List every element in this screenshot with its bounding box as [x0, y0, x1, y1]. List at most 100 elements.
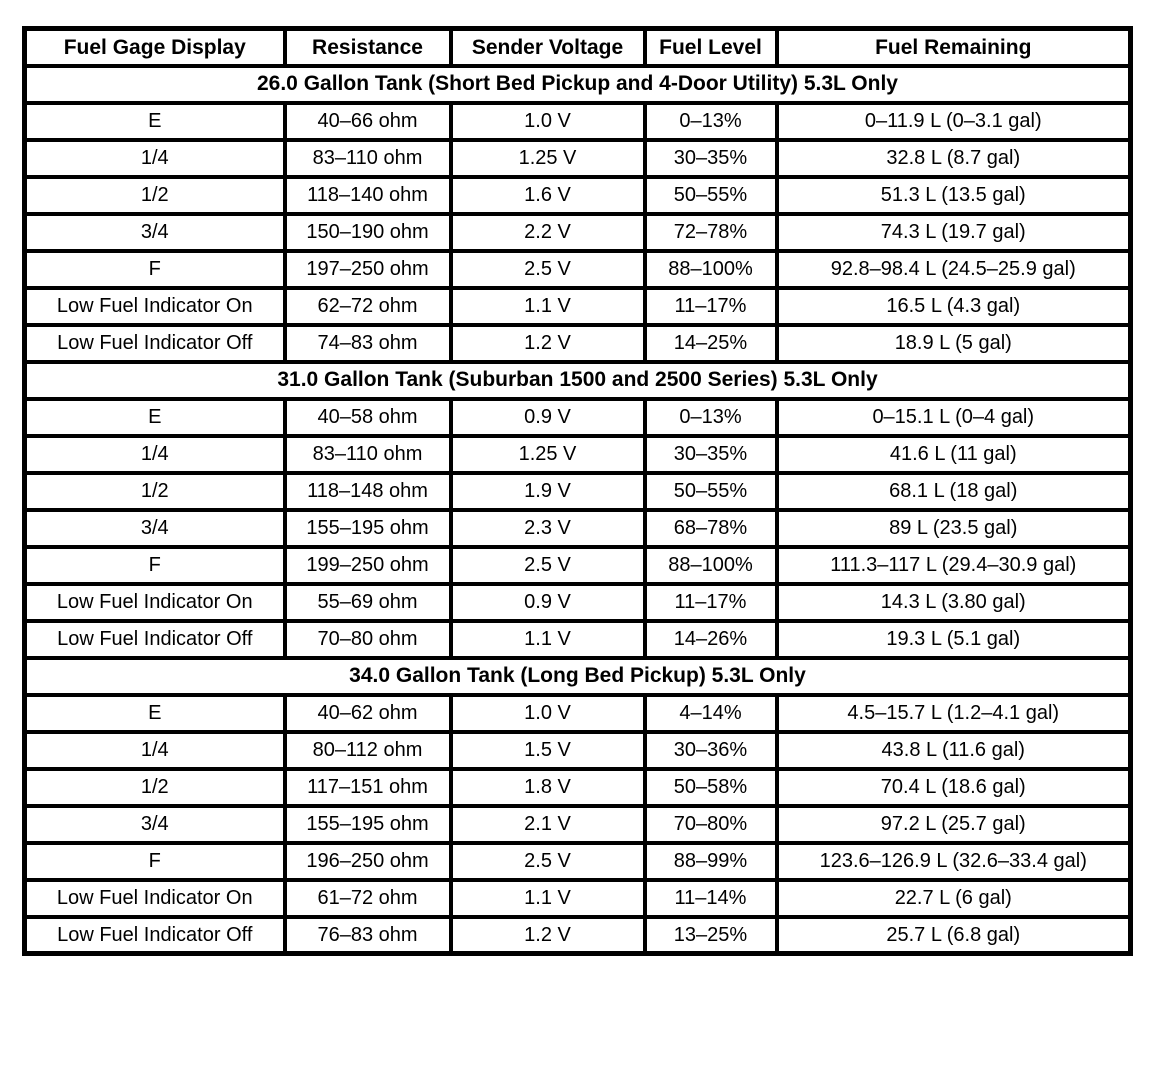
col-header-sender-voltage: Sender Voltage	[448, 26, 647, 68]
table-row: E 40–58 ohm 0.9 V 0–13% 0–15.1 L (0–4 gal)	[22, 396, 1133, 438]
cell-fuel-level: 72–78%	[642, 211, 779, 253]
cell-fuel-level: 0–13%	[642, 100, 779, 142]
section-header-row: 31.0 Gallon Tank (Suburban 1500 and 2500…	[22, 359, 1133, 401]
col-header-resistance: Resistance	[282, 26, 453, 68]
cell-fuel-remaining: 123.6–126.9 L (32.6–33.4 gal)	[774, 840, 1133, 882]
cell-fuel-gage-display: F	[22, 248, 287, 290]
cell-fuel-gage-display: E	[22, 692, 287, 734]
col-header-fuel-gage-display: Fuel Gage Display	[22, 26, 287, 68]
cell-sender-voltage: 2.3 V	[448, 507, 647, 549]
table-row: Low Fuel Indicator On 61–72 ohm 1.1 V 11–14…	[22, 877, 1133, 919]
fuel-gage-table: Fuel Gage Display Resistance Sender Volt…	[22, 26, 1133, 956]
cell-fuel-gage-display: F	[22, 840, 287, 882]
table-row: 1/2 118–140 ohm 1.6 V 50–55% 51.3 L (13.5 ga…	[22, 174, 1133, 216]
table-row: 1/4 83–110 ohm 1.25 V 30–35% 32.8 L (8.7 gal…	[22, 137, 1133, 179]
cell-fuel-remaining: 43.8 L (11.6 gal)	[774, 729, 1133, 771]
cell-fuel-level: 88–99%	[642, 840, 779, 882]
cell-sender-voltage: 1.2 V	[448, 914, 647, 956]
cell-fuel-remaining: 97.2 L (25.7 gal)	[774, 803, 1133, 845]
cell-sender-voltage: 1.0 V	[448, 100, 647, 142]
cell-fuel-gage-display: 1/2	[22, 174, 287, 216]
section-title: 26.0 Gallon Tank (Short Bed Pickup and 4…	[22, 63, 1133, 105]
cell-fuel-gage-display: 1/2	[22, 470, 287, 512]
cell-resistance: 118–148 ohm	[282, 470, 453, 512]
table-row: E 40–66 ohm 1.0 V 0–13% 0–11.9 L (0–3.1 gal)	[22, 100, 1133, 142]
cell-fuel-gage-display: Low Fuel Indicator Off	[22, 914, 287, 956]
cell-fuel-level: 50–55%	[642, 470, 779, 512]
section-header-row: 34.0 Gallon Tank (Long Bed Pickup) 5.3L …	[22, 655, 1133, 697]
cell-fuel-remaining: 14.3 L (3.80 gal)	[774, 581, 1133, 623]
table-row: Low Fuel Indicator On 55–69 ohm 0.9 V 11–17…	[22, 581, 1133, 623]
column-header-row: Fuel Gage Display Resistance Sender Volt…	[22, 26, 1133, 68]
cell-sender-voltage: 2.5 V	[448, 840, 647, 882]
cell-fuel-gage-display: E	[22, 396, 287, 438]
cell-fuel-remaining: 16.5 L (4.3 gal)	[774, 285, 1133, 327]
table-row: Low Fuel Indicator On 62–72 ohm 1.1 V 11–17…	[22, 285, 1133, 327]
cell-fuel-remaining: 32.8 L (8.7 gal)	[774, 137, 1133, 179]
cell-resistance: 61–72 ohm	[282, 877, 453, 919]
cell-fuel-gage-display: 3/4	[22, 211, 287, 253]
cell-fuel-gage-display: Low Fuel Indicator On	[22, 877, 287, 919]
cell-fuel-level: 68–78%	[642, 507, 779, 549]
cell-sender-voltage: 0.9 V	[448, 396, 647, 438]
cell-fuel-remaining: 111.3–117 L (29.4–30.9 gal)	[774, 544, 1133, 586]
cell-fuel-level: 13–25%	[642, 914, 779, 956]
cell-sender-voltage: 1.1 V	[448, 285, 647, 327]
cell-sender-voltage: 2.2 V	[448, 211, 647, 253]
cell-sender-voltage: 1.5 V	[448, 729, 647, 771]
cell-sender-voltage: 1.2 V	[448, 322, 647, 364]
cell-fuel-level: 11–14%	[642, 877, 779, 919]
cell-fuel-remaining: 22.7 L (6 gal)	[774, 877, 1133, 919]
cell-fuel-gage-display: 3/4	[22, 507, 287, 549]
cell-fuel-gage-display: 3/4	[22, 803, 287, 845]
table-row: F 196–250 ohm 2.5 V 88–99% 123.6–126.9 L (32…	[22, 840, 1133, 882]
cell-resistance: 40–62 ohm	[282, 692, 453, 734]
table-row: F 197–250 ohm 2.5 V 88–100% 92.8–98.4 L (24.…	[22, 248, 1133, 290]
cell-fuel-level: 0–13%	[642, 396, 779, 438]
cell-fuel-level: 14–26%	[642, 618, 779, 660]
cell-sender-voltage: 1.0 V	[448, 692, 647, 734]
table-row: F 199–250 ohm 2.5 V 88–100% 111.3–117 L (29.…	[22, 544, 1133, 586]
cell-sender-voltage: 0.9 V	[448, 581, 647, 623]
cell-fuel-level: 11–17%	[642, 285, 779, 327]
cell-fuel-gage-display: 1/4	[22, 137, 287, 179]
cell-fuel-gage-display: Low Fuel Indicator Off	[22, 322, 287, 364]
cell-fuel-remaining: 4.5–15.7 L (1.2–4.1 gal)	[774, 692, 1133, 734]
cell-resistance: 76–83 ohm	[282, 914, 453, 956]
cell-fuel-level: 88–100%	[642, 544, 779, 586]
table-row: 1/4 80–112 ohm 1.5 V 30–36% 43.8 L (11.6 gal…	[22, 729, 1133, 771]
cell-resistance: 83–110 ohm	[282, 137, 453, 179]
section-title: 34.0 Gallon Tank (Long Bed Pickup) 5.3L …	[22, 655, 1133, 697]
cell-fuel-remaining: 70.4 L (18.6 gal)	[774, 766, 1133, 808]
cell-sender-voltage: 2.5 V	[448, 544, 647, 586]
cell-fuel-level: 30–36%	[642, 729, 779, 771]
cell-sender-voltage: 2.5 V	[448, 248, 647, 290]
cell-fuel-level: 70–80%	[642, 803, 779, 845]
col-header-fuel-remaining: Fuel Remaining	[774, 26, 1133, 68]
table-row: 3/4 155–195 ohm 2.3 V 68–78% 89 L (23.5 gal)	[22, 507, 1133, 549]
cell-resistance: 40–58 ohm	[282, 396, 453, 438]
cell-fuel-level: 4–14%	[642, 692, 779, 734]
cell-fuel-remaining: 68.1 L (18 gal)	[774, 470, 1133, 512]
cell-fuel-level: 88–100%	[642, 248, 779, 290]
cell-fuel-remaining: 92.8–98.4 L (24.5–25.9 gal)	[774, 248, 1133, 290]
cell-fuel-remaining: 51.3 L (13.5 gal)	[774, 174, 1133, 216]
cell-resistance: 80–112 ohm	[282, 729, 453, 771]
cell-sender-voltage: 1.8 V	[448, 766, 647, 808]
table-row: Low Fuel Indicator Off 74–83 ohm 1.2 V 14–2…	[22, 322, 1133, 364]
cell-fuel-gage-display: 1/4	[22, 433, 287, 475]
cell-fuel-gage-display: Low Fuel Indicator Off	[22, 618, 287, 660]
cell-sender-voltage: 1.1 V	[448, 618, 647, 660]
cell-fuel-gage-display: E	[22, 100, 287, 142]
table-row: 3/4 155–195 ohm 2.1 V 70–80% 97.2 L (25.7 ga…	[22, 803, 1133, 845]
cell-fuel-gage-display: 1/4	[22, 729, 287, 771]
cell-resistance: 197–250 ohm	[282, 248, 453, 290]
cell-resistance: 74–83 ohm	[282, 322, 453, 364]
cell-fuel-level: 11–17%	[642, 581, 779, 623]
cell-resistance: 199–250 ohm	[282, 544, 453, 586]
cell-sender-voltage: 1.9 V	[448, 470, 647, 512]
cell-fuel-level: 14–25%	[642, 322, 779, 364]
cell-resistance: 70–80 ohm	[282, 618, 453, 660]
table-row: 1/2 118–148 ohm 1.9 V 50–55% 68.1 L (18 gal)	[22, 470, 1133, 512]
